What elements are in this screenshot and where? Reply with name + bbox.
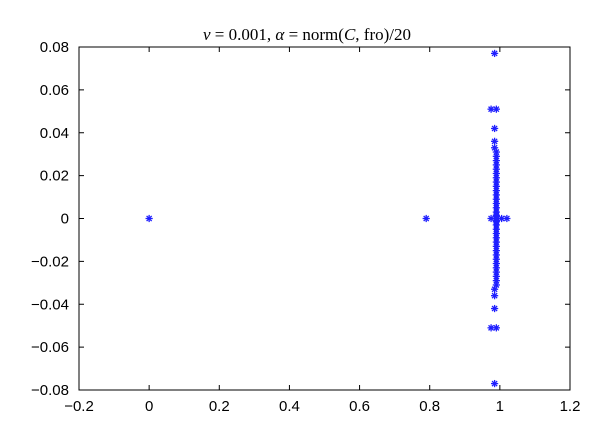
data-point [492, 324, 500, 332]
x-tick-label: −0.2 [64, 398, 94, 415]
chart-title-part: = 0.001, [211, 25, 276, 44]
data-point [490, 49, 499, 58]
chart-title-part: α [275, 25, 285, 44]
x-axis: −0.2 0 0.2 0.4 0.6 0.8 1 1.2 [64, 47, 580, 415]
chart-title-part: = norm( [284, 25, 344, 44]
y-tick-label: 0.02 [40, 168, 69, 185]
data-point [490, 124, 499, 133]
x-tick-label: 1 [496, 398, 504, 415]
data-point [492, 105, 500, 113]
y-tick-label: 0 [61, 211, 69, 228]
x-tick-label: 0.8 [419, 398, 440, 415]
y-tick-label: 0.06 [40, 82, 69, 99]
data-point [490, 379, 499, 388]
data-point [498, 214, 506, 223]
data-point [422, 214, 430, 223]
y-tick-label: 0.08 [40, 39, 69, 56]
dense-point-cluster [493, 154, 499, 283]
chart-title-part: C [344, 25, 356, 44]
x-tick-label: 1.2 [560, 398, 581, 415]
y-tick-label: −0.06 [31, 339, 69, 356]
plot-area-frame [78, 46, 571, 391]
y-tick-label: 0.04 [40, 125, 69, 142]
y-tick-label: −0.08 [31, 382, 69, 399]
data-point [503, 214, 511, 223]
y-tick-label: −0.02 [31, 253, 69, 270]
data-point [490, 292, 499, 300]
chart-title: ν = 0.001, α = norm(C, fro)/20 [203, 25, 411, 44]
y-tick-label: −0.04 [31, 296, 69, 313]
data-points [145, 49, 511, 388]
x-tick-label: 0.6 [349, 398, 370, 415]
y-axis: 0.08 0.06 0.04 0.02 0 −0.02 −0.04 −0.06 −0.08 [31, 39, 570, 399]
data-point [490, 137, 499, 145]
data-point [145, 214, 153, 223]
x-tick-label: 0.2 [209, 398, 230, 415]
chart-title-part: ν [203, 25, 211, 44]
chart-title-part: , fro)/20 [355, 25, 411, 44]
data-point [490, 304, 499, 313]
x-tick-label: 0.4 [279, 398, 300, 415]
x-tick-label: 0 [145, 398, 153, 415]
